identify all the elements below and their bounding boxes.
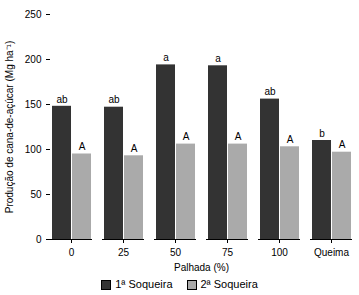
svg-text:Produção de cana-de-açúcar (Mg: Produção de cana-de-açúcar (Mg ha⁻¹)	[4, 41, 15, 214]
svg-text:ab: ab	[56, 94, 68, 105]
svg-text:0: 0	[36, 234, 42, 245]
svg-text:Queima: Queima	[314, 247, 349, 258]
svg-text:150: 150	[25, 99, 42, 110]
svg-text:75: 75	[222, 247, 234, 258]
svg-text:50: 50	[30, 189, 42, 200]
svg-text:A: A	[183, 131, 190, 142]
svg-text:ab: ab	[108, 94, 120, 105]
svg-text:25: 25	[118, 247, 130, 258]
svg-text:100: 100	[25, 144, 42, 155]
svg-text:Palhada (%): Palhada (%)	[174, 262, 229, 273]
svg-text:A: A	[235, 131, 242, 142]
svg-text:0: 0	[69, 247, 75, 258]
svg-text:A: A	[79, 141, 86, 152]
svg-text:ab: ab	[264, 86, 276, 97]
svg-text:A: A	[339, 139, 346, 150]
svg-text:250: 250	[25, 9, 42, 20]
svg-text:A: A	[131, 143, 138, 154]
svg-text:50: 50	[170, 247, 182, 258]
svg-text:b: b	[319, 128, 325, 139]
html-text:1ª Soqueira: 1ª Soqueira	[115, 278, 173, 290]
html-text:2ª Soqueira: 2ª Soqueira	[200, 278, 258, 290]
svg-text:A: A	[287, 134, 294, 145]
svg-text:a: a	[163, 52, 169, 63]
svg-text:200: 200	[25, 54, 42, 65]
svg-text:100: 100	[271, 247, 288, 258]
svg-text:a: a	[215, 53, 221, 64]
